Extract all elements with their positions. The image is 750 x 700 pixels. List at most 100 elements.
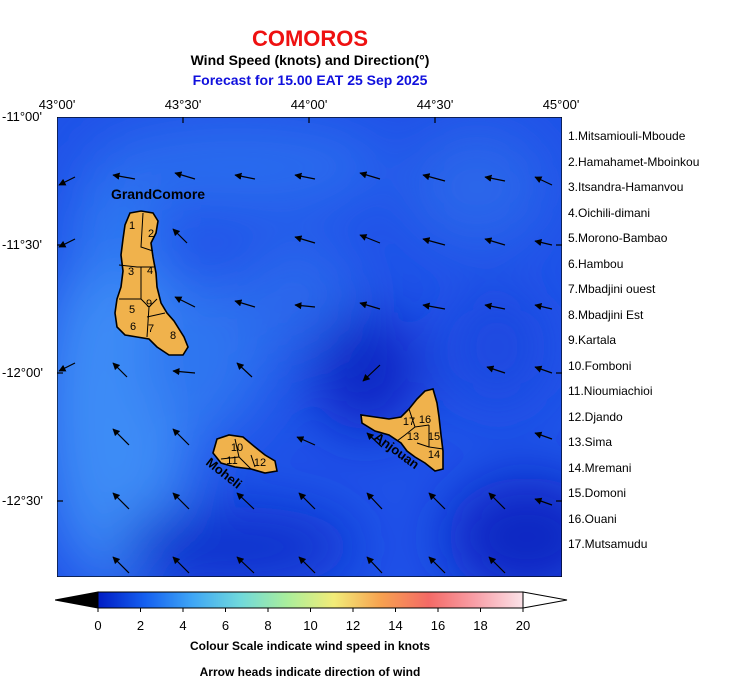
- wind-patch: [312, 312, 422, 432]
- wind-arrow: [534, 302, 553, 310]
- colour-scale-tick-label: 16: [431, 618, 445, 633]
- grande-comore-districts: [118, 212, 166, 338]
- colour-scale-tick-label: 10: [303, 618, 317, 633]
- region-number: 10: [231, 442, 243, 454]
- wind-arrow: [422, 302, 446, 310]
- wind-patch: [147, 277, 267, 437]
- lat-tick-label: -11°00': [2, 109, 42, 124]
- lat-tick-label: -12°00': [2, 365, 43, 380]
- colour-scale-note: Colour Scale indicate wind speed in knot…: [189, 639, 431, 653]
- wind-patch: [237, 237, 357, 357]
- wind-arrow: [172, 228, 188, 244]
- wind-arrow: [234, 172, 256, 180]
- region-number: 4: [147, 265, 153, 277]
- colour-scale-tick-label: 4: [179, 618, 186, 633]
- wind-arrows: [58, 171, 553, 574]
- colour-scale-tick-label: 12: [346, 618, 360, 633]
- legend-item: 10.Fomboni: [568, 358, 632, 373]
- region-number: 12: [254, 457, 266, 469]
- country-title: COMOROS: [251, 26, 369, 51]
- legend-item: 5.Morono-Bambao: [568, 231, 668, 245]
- legend-item: 3.Itsandra-Hamanvou: [568, 180, 684, 194]
- wind-arrow: [172, 492, 190, 510]
- wind-arrow: [488, 492, 506, 510]
- wind-arrow: [366, 432, 383, 448]
- region-number: 3: [128, 266, 134, 278]
- lon-tick-label: 44°30': [416, 97, 454, 112]
- legend-item: 15.Domoni: [568, 486, 627, 500]
- wind-arrow: [422, 173, 446, 182]
- wind-arrow: [422, 237, 446, 246]
- wind-arrow: [236, 362, 253, 378]
- colour-scale-low-cap: [55, 591, 99, 609]
- wind-arrow: [359, 171, 381, 180]
- wind-arrow: [236, 492, 255, 510]
- arrow-note: Arrow heads indicate direction of wind: [199, 665, 421, 679]
- region-number: 9: [146, 298, 152, 310]
- wind-arrow: [112, 172, 136, 180]
- wind-arrow: [534, 431, 553, 440]
- colour-scale: 0 2 4 6 8 10 12 14 16 18 20: [55, 591, 568, 633]
- lat-tick-label: -11°30': [2, 237, 42, 252]
- legend-item: 17.Mutsamudu: [568, 537, 648, 551]
- wind-arrow: [172, 556, 190, 574]
- legend-item: 6.Hambou: [568, 256, 624, 271]
- wind-arrow: [294, 302, 316, 310]
- legend-item: 14.Mremani: [568, 460, 632, 475]
- wind-arrow: [534, 365, 553, 374]
- legend-item: 4.Oichili-dimani: [568, 205, 651, 220]
- wind-arrow: [112, 556, 130, 574]
- lat-tick-label: -12°30': [2, 493, 43, 508]
- wind-arrow: [298, 492, 316, 510]
- wind-arrow: [484, 237, 506, 246]
- legend-item: 16.Ouani: [568, 511, 617, 526]
- legend-item: 8.Mbadjini Est: [568, 307, 644, 322]
- wind-arrow: [294, 235, 316, 244]
- region-number: 6: [130, 321, 136, 333]
- region-number: 14: [428, 449, 440, 461]
- wind-arrow: [174, 171, 196, 180]
- colour-scale-tick-label: 14: [388, 618, 402, 633]
- legend-item: 13.Sima: [568, 435, 613, 449]
- moheli-outline: [212, 434, 278, 474]
- wind-arrow: [112, 492, 130, 510]
- wind-arrow: [488, 556, 506, 574]
- lon-tick-label: 43°30': [164, 97, 202, 112]
- island-moheli: [212, 434, 278, 474]
- region-number: 8: [170, 330, 176, 342]
- wind-arrow: [428, 556, 446, 574]
- island-anjouan: [360, 388, 444, 472]
- wind-arrow: [234, 299, 256, 308]
- wind-arrow: [534, 176, 553, 186]
- wind-arrow: [112, 428, 130, 446]
- region-number: 11: [226, 455, 237, 467]
- legend-item: 12.Djando: [568, 409, 623, 424]
- region-number: 5: [129, 304, 135, 316]
- legend-item: 11.Nioumiachioi: [568, 384, 653, 398]
- wind-arrow: [58, 176, 76, 186]
- grid-ticks: [57, 117, 562, 577]
- region-number: 13: [407, 431, 419, 443]
- wind-arrow: [428, 492, 446, 510]
- wind-arrow: [58, 238, 76, 248]
- region-number: 7: [148, 323, 154, 335]
- region-number: 15: [428, 431, 440, 443]
- colour-scale-ticks: 0 2 4 6 8 10 12 14 16 18 20: [94, 608, 530, 633]
- lon-tick-label: 45°00': [542, 97, 580, 112]
- wind-arrow: [359, 234, 381, 244]
- wind-arrow: [366, 556, 383, 574]
- region-number: 1: [129, 220, 135, 232]
- colour-scale-tick-label: 8: [264, 618, 271, 633]
- wind-arrow: [534, 238, 553, 246]
- wind-arrow: [172, 428, 190, 446]
- wind-arrow: [298, 556, 316, 574]
- colour-scale-tick-label: 20: [516, 618, 530, 633]
- lon-tick-label: 43°00': [38, 97, 76, 112]
- legend-item: 1.Mitsamiouli-Mboude: [568, 129, 686, 143]
- island-label-grande-comore: GrandComore: [111, 186, 205, 202]
- wind-arrow: [296, 436, 316, 446]
- legend-item: 2.Hamahamet-Mboinkou: [568, 154, 700, 169]
- legend-item: 9.Kartala: [568, 333, 617, 347]
- wind-arrow: [484, 302, 506, 310]
- anjouan-outline: [360, 388, 444, 472]
